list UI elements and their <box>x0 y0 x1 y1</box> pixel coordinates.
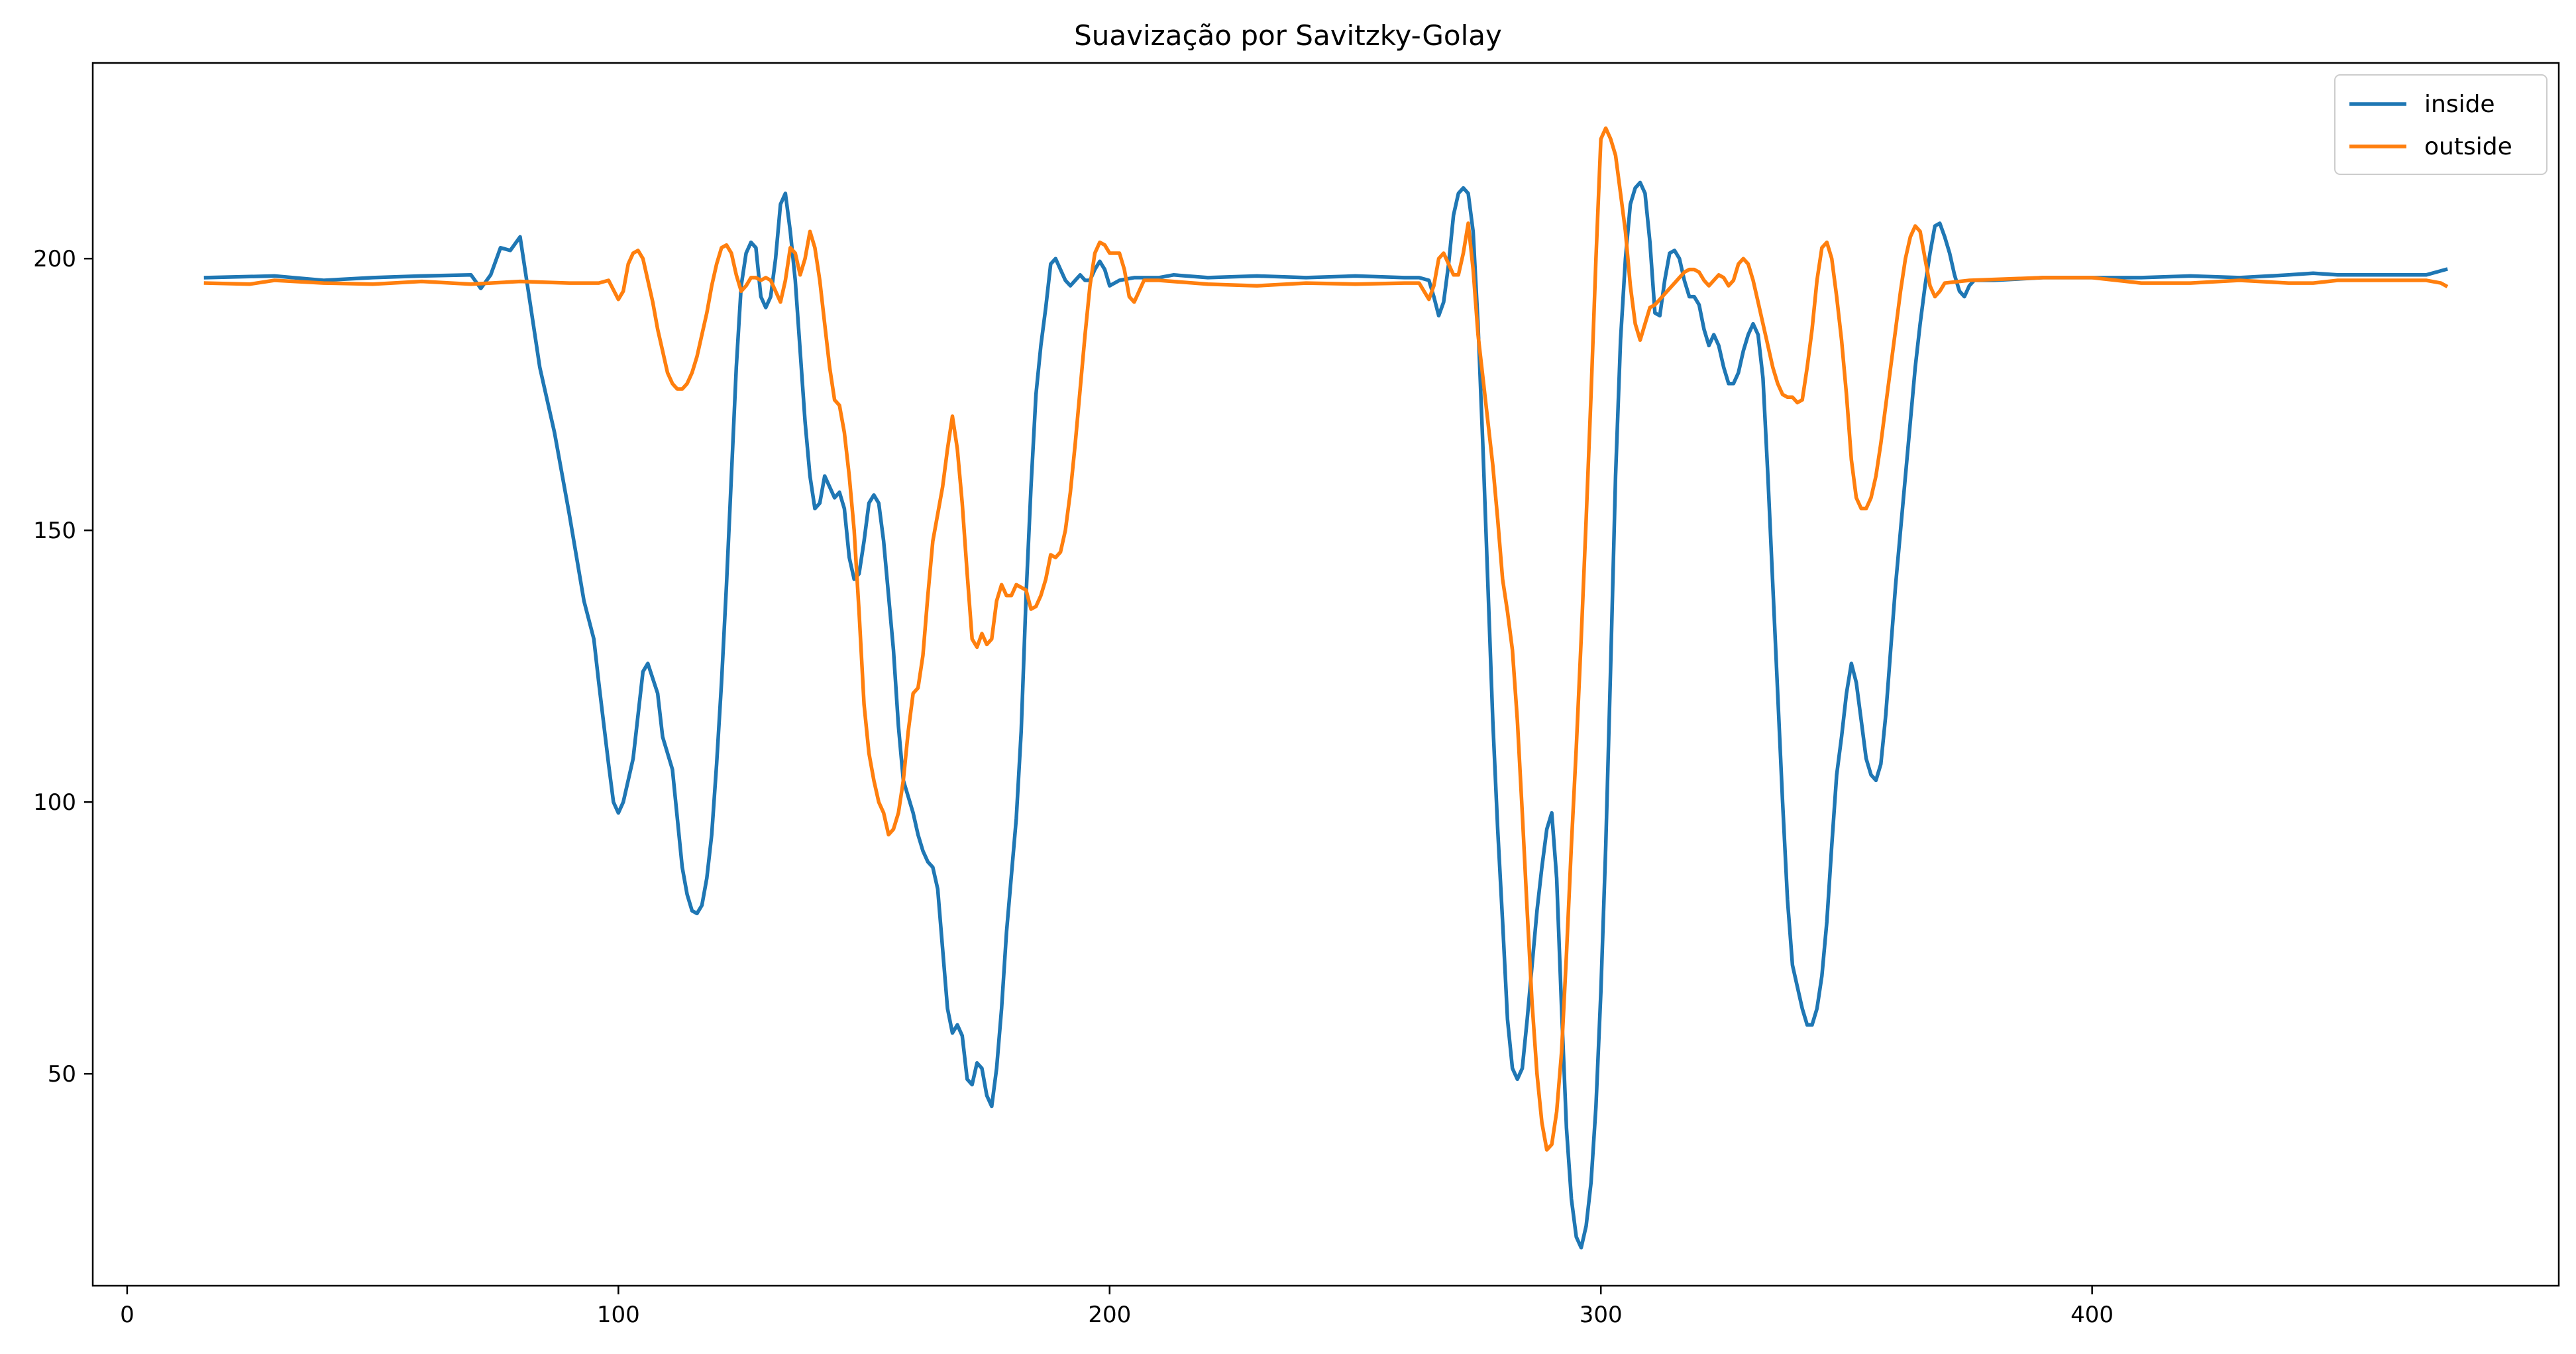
y-axis: 50 100 150 200 <box>33 246 93 1088</box>
x-tick-label: 300 <box>1580 1302 1623 1328</box>
y-tick-label: 100 <box>33 789 76 816</box>
plot-frame <box>91 62 2560 1287</box>
x-tick-label: 0 <box>120 1302 134 1328</box>
x-axis: 0 100 200 300 400 <box>120 1286 2114 1328</box>
legend-label-inside: inside <box>2424 91 2495 118</box>
y-tick-label: 50 <box>48 1061 76 1088</box>
legend-label-outside: outside <box>2424 133 2512 160</box>
series-layer <box>203 126 2449 1250</box>
x-tick-label: 200 <box>1088 1302 1131 1328</box>
legend-box <box>2334 74 2548 175</box>
chart-title: Suavização por Savitzky-Golay <box>1074 19 1502 52</box>
legend: inside outside <box>2334 74 2548 175</box>
series-line-outside <box>203 126 2449 1152</box>
x-tick-label: 100 <box>597 1302 640 1328</box>
y-tick-label: 150 <box>33 518 76 544</box>
series-line-inside <box>203 180 2448 1250</box>
x-tick-label: 400 <box>2070 1302 2114 1328</box>
y-tick-label: 200 <box>33 246 76 272</box>
